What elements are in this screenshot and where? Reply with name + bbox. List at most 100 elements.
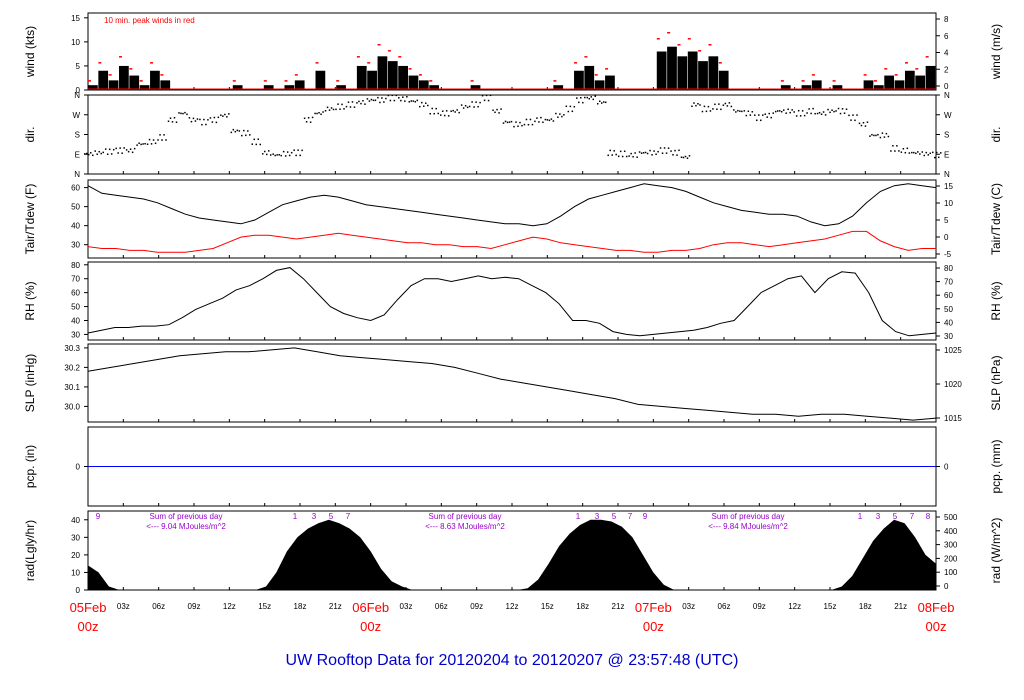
direction-point xyxy=(468,105,471,108)
direction-point xyxy=(688,155,691,157)
direction-point xyxy=(473,106,475,108)
direction-point xyxy=(733,109,735,111)
direction-point xyxy=(267,150,270,152)
direction-point xyxy=(714,103,716,106)
direction-point xyxy=(515,121,517,123)
xtick-label: 12z xyxy=(506,602,519,611)
direction-point xyxy=(475,101,477,103)
wind-bar xyxy=(687,51,698,90)
direction-point xyxy=(632,155,634,158)
wind-peak-mark xyxy=(263,80,267,82)
direction-point xyxy=(441,110,444,112)
direction-point xyxy=(894,150,896,152)
direction-point xyxy=(896,145,898,147)
direction-point xyxy=(602,101,605,103)
figure-title: UW Rooftop Data for 20120204 to 20120207… xyxy=(285,652,739,669)
direction-point xyxy=(345,105,348,108)
direction-point xyxy=(194,120,197,122)
direction-point xyxy=(458,111,460,114)
direction-point xyxy=(726,105,729,107)
direction-point xyxy=(251,143,254,145)
direction-point xyxy=(900,151,903,153)
direction-point xyxy=(307,117,310,119)
wind-peak-mark xyxy=(904,62,908,64)
ytick-label-right: 60 xyxy=(944,291,953,300)
direction-point xyxy=(165,139,167,141)
direction-point xyxy=(613,150,615,152)
direction-point xyxy=(835,110,837,112)
direction-point xyxy=(150,143,153,145)
direction-point xyxy=(699,104,701,106)
direction-point xyxy=(222,115,224,117)
direction-point xyxy=(414,100,417,103)
ytick-label-right: W xyxy=(944,111,952,120)
direction-point xyxy=(140,143,142,146)
direction-point xyxy=(188,117,191,119)
direction-point xyxy=(364,103,366,105)
ytick-label-left: N xyxy=(74,170,80,179)
direction-point xyxy=(676,154,678,156)
direction-point xyxy=(521,124,523,127)
direction-point xyxy=(274,154,276,157)
wind-peak-mark xyxy=(398,56,402,58)
direction-point xyxy=(649,149,651,152)
direction-point xyxy=(569,105,572,108)
direction-point xyxy=(902,148,905,150)
wind-bar xyxy=(129,75,140,90)
wind-bar xyxy=(139,85,150,90)
direction-point xyxy=(814,112,816,115)
direction-point xyxy=(707,105,710,108)
direction-point xyxy=(932,151,934,154)
direction-point xyxy=(559,113,561,115)
direction-point xyxy=(110,153,113,155)
direction-point xyxy=(573,105,576,108)
direction-point xyxy=(385,97,387,100)
wind-peak-mark xyxy=(377,44,381,46)
direction-point xyxy=(337,103,339,105)
direction-point xyxy=(102,151,104,154)
ytick-label-left: 30.2 xyxy=(64,363,80,372)
ylabel-left-1: dir. xyxy=(23,126,37,142)
ytick-label-left: 30 xyxy=(71,330,80,339)
wind-peak-mark xyxy=(387,50,391,52)
direction-point xyxy=(178,112,180,114)
wind-bar xyxy=(284,85,295,90)
rad-hour-mark: 5 xyxy=(893,512,898,521)
direction-point xyxy=(638,151,641,153)
direction-point xyxy=(883,136,886,138)
wind-peak-mark xyxy=(232,80,236,82)
wind-bar xyxy=(873,85,884,90)
direction-point xyxy=(672,154,674,156)
direction-point xyxy=(862,121,865,124)
direction-point xyxy=(877,133,879,136)
direction-point xyxy=(766,116,768,118)
ytick-label-left: 60 xyxy=(71,289,80,298)
ytick-label-right: 80 xyxy=(944,264,953,273)
direction-point xyxy=(764,113,766,115)
direction-point xyxy=(619,150,622,153)
ytick-label-right: 10 xyxy=(944,199,953,208)
direction-point xyxy=(374,99,377,102)
direction-point xyxy=(598,100,601,102)
ytick-label-right: 15 xyxy=(944,182,953,191)
direction-point xyxy=(349,106,352,108)
direction-point xyxy=(489,94,492,97)
direction-point xyxy=(133,147,136,150)
direction-point xyxy=(94,150,96,152)
direction-point xyxy=(161,139,163,141)
direction-point xyxy=(104,148,107,150)
ytick-label-left: S xyxy=(75,131,80,140)
panel-frame-4 xyxy=(87,343,937,423)
direction-point xyxy=(127,150,130,153)
direction-point xyxy=(416,99,419,102)
day-label-date: 06Feb xyxy=(352,600,389,615)
ytick-label-right: 40 xyxy=(944,318,953,327)
direction-point xyxy=(615,153,617,156)
direction-point xyxy=(816,112,819,115)
direction-point xyxy=(259,143,262,146)
wind-bar xyxy=(263,85,274,90)
direction-point xyxy=(921,151,924,153)
direction-point xyxy=(611,154,613,156)
xtick-label: 06z xyxy=(435,602,448,611)
direction-point xyxy=(257,138,260,140)
